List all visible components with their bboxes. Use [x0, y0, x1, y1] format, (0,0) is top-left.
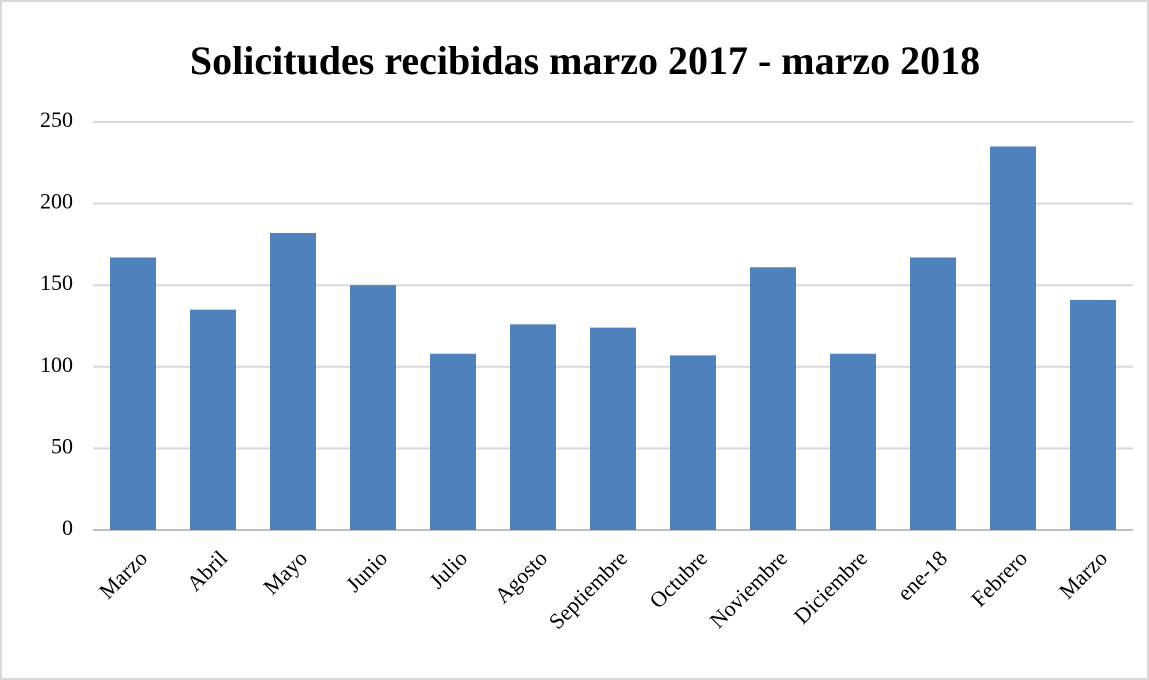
- bar: [670, 355, 716, 530]
- bar: [110, 257, 156, 530]
- y-tick-label: 0: [62, 515, 73, 540]
- y-tick-label: 200: [40, 189, 73, 214]
- y-tick-label: 250: [40, 107, 73, 132]
- bar: [1070, 299, 1116, 530]
- y-tick-label: 100: [40, 352, 73, 377]
- bar: [430, 353, 476, 530]
- bar: [990, 146, 1036, 531]
- bar: [830, 353, 876, 530]
- bar: [510, 324, 556, 530]
- chart-title: Solicitudes recibidas marzo 2017 - marzo…: [190, 38, 980, 83]
- y-tick-label: 150: [40, 270, 73, 295]
- bar: [350, 285, 396, 530]
- bar: [270, 232, 316, 530]
- bar: [590, 327, 636, 530]
- bar: [910, 257, 956, 530]
- y-tick-label: 50: [51, 433, 73, 458]
- bar: [750, 267, 796, 530]
- bar: [190, 309, 236, 530]
